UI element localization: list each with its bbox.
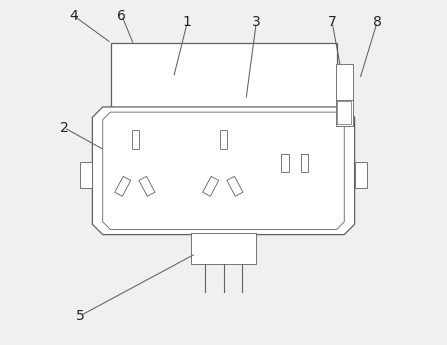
Polygon shape: [227, 176, 243, 196]
Polygon shape: [203, 176, 219, 196]
Text: 1: 1: [183, 16, 192, 29]
Text: 2: 2: [60, 121, 68, 135]
Polygon shape: [93, 107, 354, 235]
Bar: [336, 64, 353, 126]
Polygon shape: [132, 130, 139, 149]
Text: 8: 8: [373, 16, 381, 29]
Text: 7: 7: [328, 16, 337, 29]
Polygon shape: [115, 176, 131, 196]
Bar: [337, 101, 351, 124]
Polygon shape: [139, 176, 155, 196]
Text: 6: 6: [117, 9, 126, 22]
Text: 3: 3: [252, 16, 261, 29]
Polygon shape: [281, 154, 289, 172]
Bar: [111, 150, 125, 159]
Text: 4: 4: [69, 9, 78, 22]
Polygon shape: [220, 130, 227, 149]
Bar: [191, 233, 256, 264]
Polygon shape: [103, 112, 344, 229]
Bar: [111, 43, 337, 152]
Bar: [354, 162, 367, 188]
Text: 5: 5: [76, 309, 84, 323]
Bar: [80, 162, 93, 188]
Polygon shape: [301, 154, 308, 172]
